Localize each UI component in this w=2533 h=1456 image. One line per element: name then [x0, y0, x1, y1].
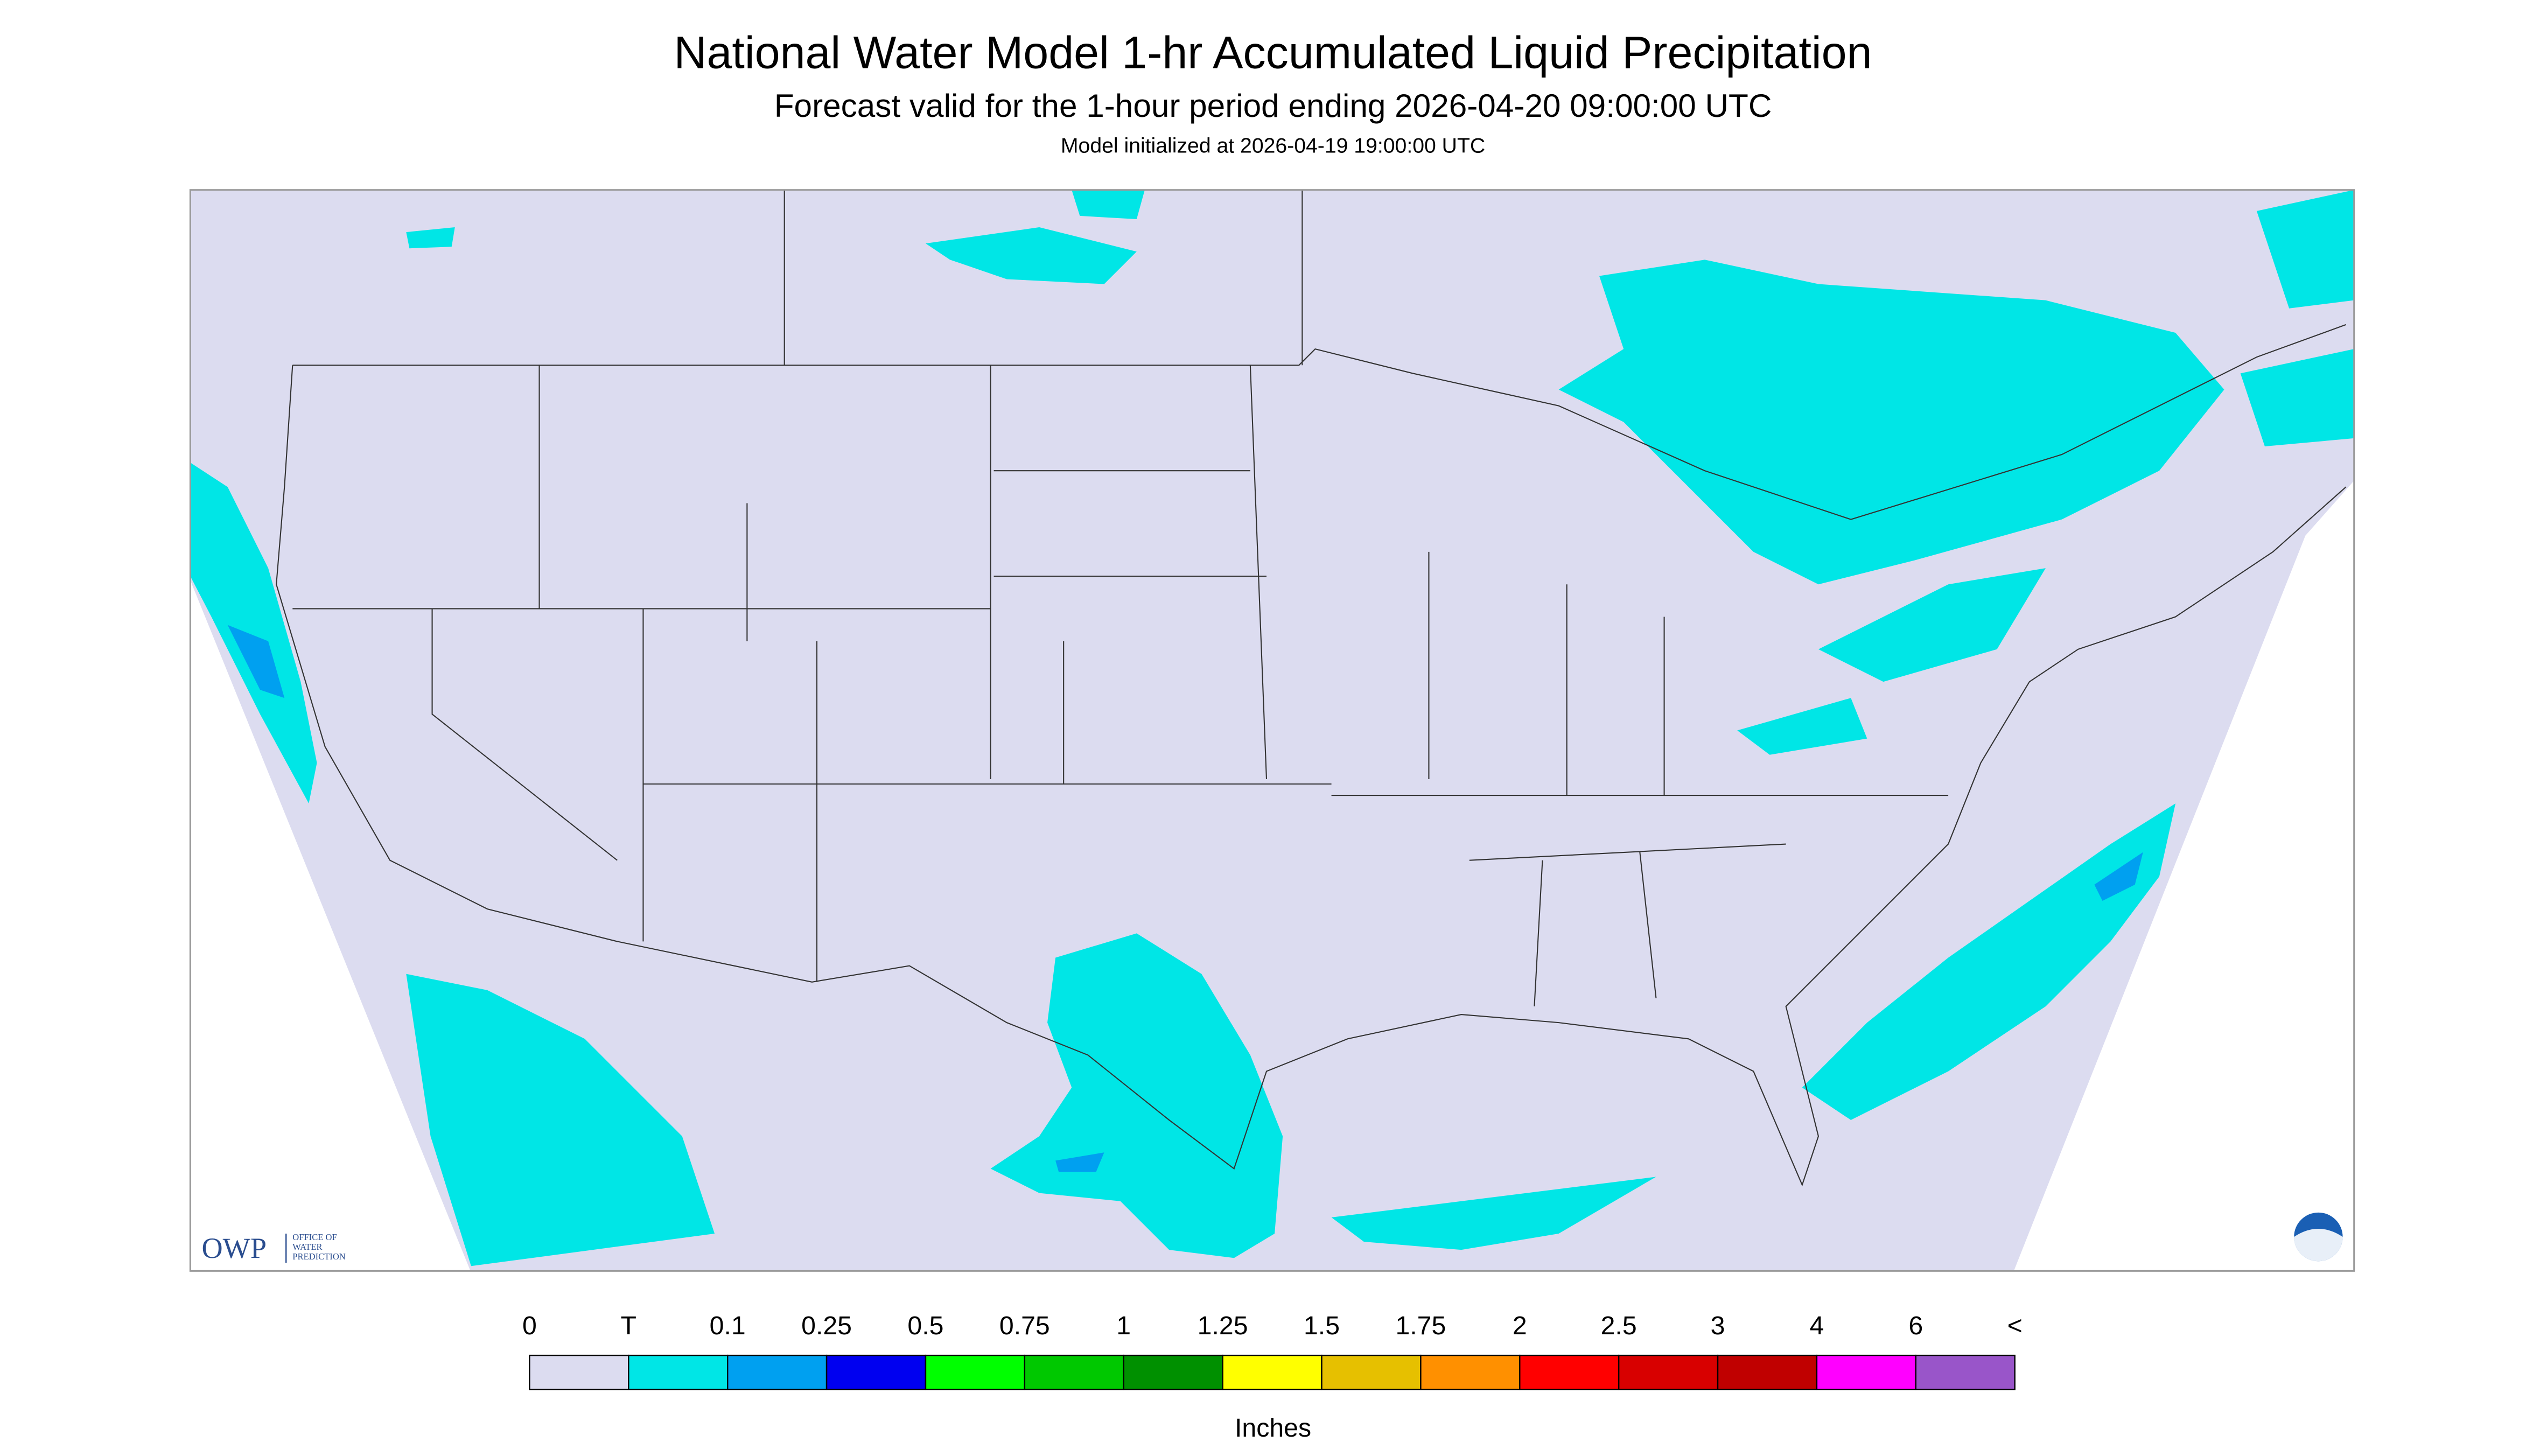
precip-area — [1818, 568, 2046, 682]
legend-swatch — [1915, 1354, 2016, 1390]
noaa-logo-wave — [2294, 1228, 2343, 1262]
legend-label: 2.5 — [1601, 1311, 1637, 1340]
legend-swatch — [1024, 1354, 1124, 1390]
precip-area — [406, 974, 715, 1266]
legend-label: T — [621, 1311, 636, 1340]
legend-label: 0.1 — [710, 1311, 746, 1340]
precip-area — [2256, 190, 2354, 309]
border-line — [292, 324, 2346, 520]
legend-swatch — [1618, 1354, 1719, 1390]
precip-area — [925, 227, 1137, 284]
legend-label: < — [2007, 1311, 2023, 1340]
state-line — [292, 190, 1949, 1007]
precip-area — [1558, 260, 2224, 585]
projection-edge — [188, 188, 471, 1273]
legend-swatch — [1222, 1354, 1323, 1390]
logo-abbr: OWP — [201, 1232, 267, 1264]
legend-label: 2 — [1513, 1311, 1527, 1340]
legend-label: 1.5 — [1304, 1311, 1340, 1340]
logo-text: OFFICE OF — [292, 1232, 337, 1242]
legend-label: 0.5 — [907, 1311, 943, 1340]
precip-area — [1055, 1152, 1104, 1172]
precip-area — [227, 625, 285, 698]
precip-area — [1802, 803, 2176, 1120]
logo-text: PREDICTION — [292, 1251, 345, 1262]
legend-swatch — [1420, 1354, 1521, 1390]
precip-area — [1737, 698, 1867, 755]
legend-label: 6 — [1908, 1311, 1923, 1340]
legend-unit: Inches — [1235, 1413, 1311, 1443]
legend-swatch — [1123, 1354, 1223, 1390]
legend-label: 0.75 — [999, 1311, 1050, 1340]
precip-area — [990, 933, 1283, 1258]
legend: 0 T 0.1 0.25 0.5 0.75 1 1.25 1.5 1.75 2 2.5 3 4 6 < — [522, 1311, 2023, 1390]
legend-swatch — [1717, 1354, 1818, 1390]
legend-label: 4 — [1809, 1311, 1824, 1340]
legend-label: 1.25 — [1198, 1311, 1248, 1340]
precip-area — [190, 463, 317, 804]
projection-edge — [2013, 188, 2356, 1273]
precip-area — [1331, 1177, 1656, 1250]
legend-label: 3 — [1711, 1311, 1725, 1340]
legend-label: 0.25 — [801, 1311, 852, 1340]
precip-area — [2240, 349, 2354, 446]
legend-label: 1.75 — [1395, 1311, 1446, 1340]
map: OWP OFFICE OF WATER PREDICTION — [188, 188, 2356, 1273]
legend-swatch — [1816, 1354, 1917, 1390]
border-line — [276, 365, 2347, 1187]
precipitation — [190, 190, 2354, 1266]
legend-swatch — [825, 1354, 927, 1390]
precip-area — [2094, 852, 2143, 901]
map-frame — [189, 189, 2355, 1272]
logo-text: WATER — [292, 1242, 323, 1252]
title: National Water Model 1-hr Accumulated Li… — [674, 27, 1872, 78]
legend-swatch — [726, 1354, 828, 1390]
legend-label: 0 — [522, 1311, 537, 1340]
precip-area — [406, 227, 455, 249]
legend-swatch — [628, 1354, 729, 1390]
legend-label: 1 — [1116, 1311, 1131, 1340]
legend-swatch — [1321, 1354, 1422, 1390]
legend-swatch — [529, 1354, 629, 1390]
init-note: Model initialized at 2026-04-19 19:00:00… — [1061, 134, 1485, 157]
subtitle: Forecast valid for the 1-hour period end… — [774, 87, 1772, 124]
legend-swatch — [925, 1354, 1026, 1390]
legend-swatch — [1519, 1354, 1620, 1390]
precip-area — [1072, 190, 1145, 219]
boundaries — [276, 190, 2347, 1187]
